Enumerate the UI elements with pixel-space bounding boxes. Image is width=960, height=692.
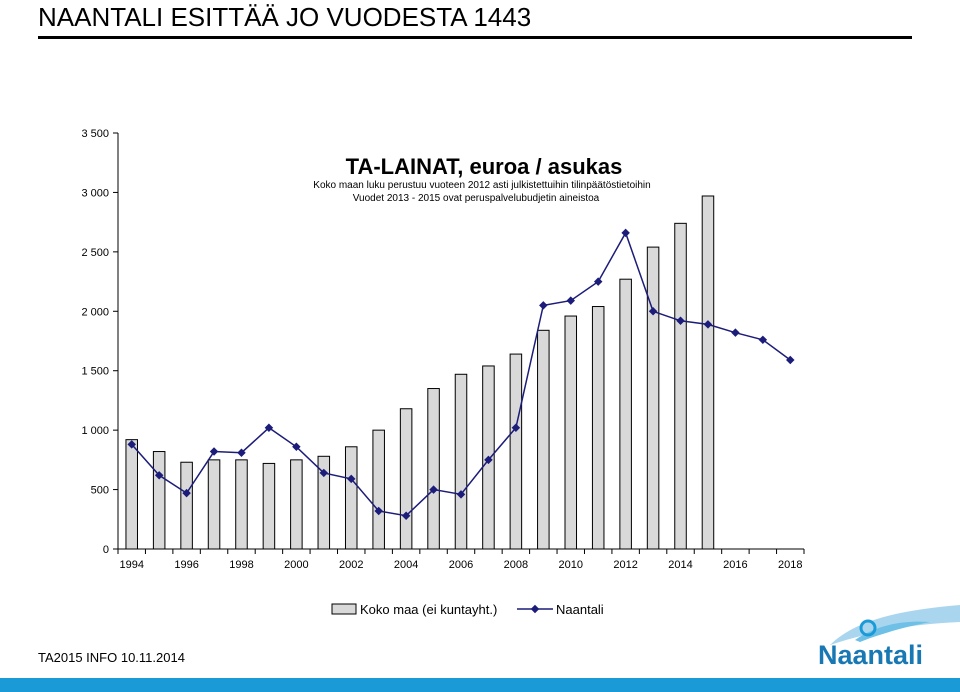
line-point — [429, 485, 438, 494]
y-tick-label: 2 500 — [81, 247, 109, 259]
bar — [674, 222, 687, 550]
bar — [235, 459, 248, 550]
line-point — [237, 448, 246, 457]
line-point — [154, 471, 164, 480]
bar — [262, 462, 276, 550]
x-tick-label: 2008 — [504, 559, 528, 571]
bar — [399, 408, 413, 550]
logo-wave-mid — [855, 621, 930, 642]
line-point — [346, 474, 356, 484]
y-tick-label: 2 000 — [81, 306, 109, 318]
chart-subtitle-2: Vuodet 2013 - 2015 ovat peruspalvelubudj… — [353, 193, 600, 204]
x-tick-label: 1996 — [174, 559, 198, 571]
bar — [207, 459, 221, 550]
line-point — [511, 423, 521, 433]
bar — [701, 195, 715, 550]
chart-title: TA-LAINAT, euroa / asukas — [346, 154, 623, 179]
logo-text: Naantali — [818, 640, 924, 670]
line-point — [374, 506, 383, 516]
bar — [180, 461, 193, 550]
line-point — [539, 301, 548, 310]
x-tick-label: 2004 — [394, 559, 418, 571]
line-point — [209, 447, 219, 456]
line-point — [292, 442, 301, 452]
bar — [372, 429, 385, 550]
y-tick-label: 0 — [103, 544, 109, 556]
line-point — [264, 423, 274, 433]
x-tick-label: 2006 — [449, 559, 473, 571]
y-tick-label: 500 — [91, 485, 109, 497]
line-point — [648, 307, 658, 316]
line-point — [758, 335, 768, 345]
x-tick-label: 2002 — [339, 559, 363, 571]
bottom-color-bar — [0, 678, 960, 692]
x-tick-label: 2010 — [559, 559, 583, 571]
bar — [152, 451, 166, 550]
bar — [344, 446, 358, 550]
x-tick-label: 2016 — [723, 559, 747, 571]
line-point — [566, 296, 576, 305]
bar — [317, 455, 331, 550]
legend-label-line: Naantali — [556, 602, 604, 617]
bar — [125, 439, 138, 550]
chart-subtitle-1: Koko maan luku perustuu vuoteen 2012 ast… — [313, 180, 650, 191]
line-point — [456, 490, 466, 499]
line-point — [731, 328, 740, 337]
x-tick-label: 1994 — [119, 559, 143, 571]
line-point — [703, 320, 713, 329]
bar — [619, 278, 632, 550]
line-point — [593, 277, 603, 286]
legend-marker — [530, 604, 540, 614]
bar — [454, 373, 468, 550]
y-tick-label: 1 500 — [81, 366, 109, 378]
line-point — [484, 455, 493, 465]
line-point — [401, 511, 411, 520]
y-axis: 0 500 1 000 1 500 2 000 2 500 3 000 3 500 — [81, 128, 119, 556]
line-point — [127, 440, 136, 449]
bar-series — [125, 195, 715, 550]
x-tick-label: 2012 — [613, 559, 637, 571]
y-tick-label: 3 000 — [81, 187, 109, 199]
bar — [646, 246, 660, 550]
footer-text: TA2015 INFO 10.11.2014 — [38, 650, 185, 665]
line-point — [786, 355, 795, 365]
line-point — [621, 228, 630, 238]
legend-swatch-bar — [331, 603, 357, 615]
line-point — [182, 488, 191, 498]
y-tick-label: 1 000 — [81, 425, 109, 437]
logo-swirl — [859, 619, 877, 637]
bar — [290, 459, 303, 550]
x-axis: 1994 1996 1998 2000 2002 2004 2006 2008 2010 2012… — [117, 548, 805, 571]
bar — [564, 315, 578, 550]
x-tick-label: 2000 — [284, 559, 308, 571]
bar — [509, 353, 523, 550]
x-tick-label: 1998 — [229, 559, 253, 571]
x-tick-label: 2018 — [778, 559, 802, 571]
bar — [427, 388, 440, 550]
line-point — [319, 468, 329, 478]
slide-title: NAANTALI ESITTÄÄ JO VUODESTA 1443 — [38, 2, 532, 32]
bar — [591, 306, 605, 550]
naantali-logo — [830, 605, 960, 645]
bar — [537, 329, 550, 550]
legend: Koko maa (ei kuntayht.) Naantali — [331, 602, 604, 617]
line-point — [676, 316, 685, 326]
y-tick-label: 3 500 — [81, 128, 109, 140]
title-underline — [38, 36, 912, 39]
legend-label-bar: Koko maa (ei kuntayht.) — [360, 602, 497, 617]
x-tick-label: 2014 — [668, 559, 692, 571]
